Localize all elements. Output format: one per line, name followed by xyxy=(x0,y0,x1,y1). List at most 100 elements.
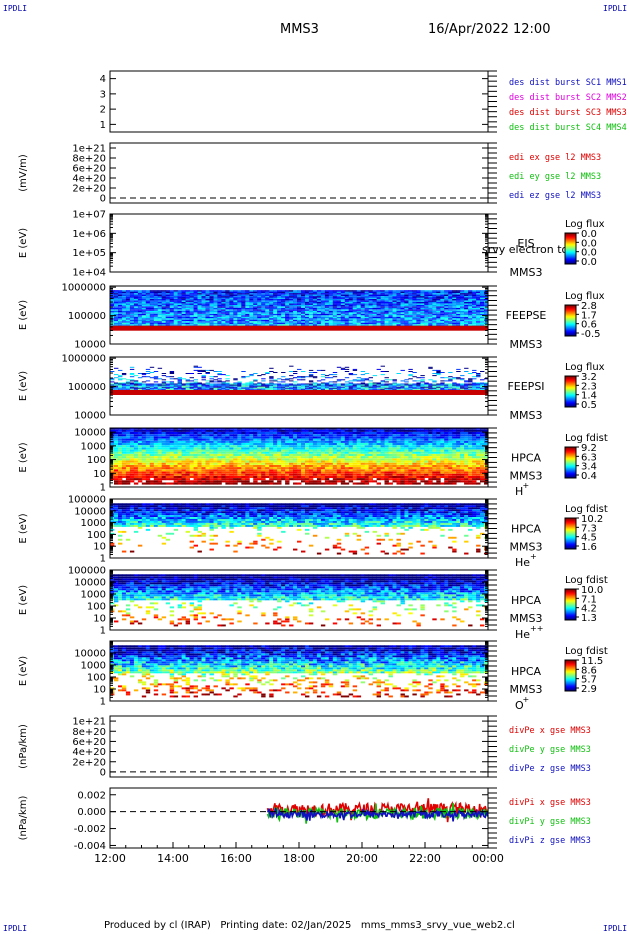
heatmap-cell xyxy=(281,291,286,293)
heatmap-cell xyxy=(149,372,155,373)
heatmap-cell xyxy=(193,291,198,293)
heatmap-cell xyxy=(221,291,226,293)
heatmap-cell xyxy=(468,316,473,319)
heatmap-cell xyxy=(245,296,250,298)
heatmap-cell xyxy=(233,302,238,304)
heatmap-cell xyxy=(460,383,465,385)
heatmap-cell xyxy=(416,302,421,304)
heatmap-cell xyxy=(114,453,119,456)
heatmap-cell xyxy=(217,383,222,385)
heatmap-cell xyxy=(157,321,163,323)
heatmap-cell xyxy=(412,312,417,314)
heatmap-cell xyxy=(324,384,330,386)
heatmap-cell xyxy=(145,478,151,481)
heatmap-cell xyxy=(308,375,314,377)
heatmap-cell xyxy=(137,322,143,325)
heatmap-cell xyxy=(209,296,214,298)
heatmap-cell xyxy=(233,427,238,430)
heatmap-cell xyxy=(428,294,433,296)
heatmap-cell xyxy=(173,449,179,452)
heatmap-cell xyxy=(332,387,338,389)
heatmap-cell xyxy=(173,440,179,443)
heatmap-cell xyxy=(169,322,175,325)
heatmap-cell xyxy=(440,372,445,373)
heatmap-cell xyxy=(348,319,354,322)
heatmap-cell xyxy=(237,475,242,478)
heatmap-cell xyxy=(177,306,182,308)
heatmap-cell xyxy=(277,383,282,385)
heatmap-cell xyxy=(217,469,222,472)
heatmap-cell xyxy=(245,318,250,320)
heatmap-cell xyxy=(133,293,139,295)
heatmap-cell xyxy=(110,427,115,430)
heatmap-cell xyxy=(348,304,354,307)
heatmap-cell xyxy=(472,294,477,296)
heatmap-cell xyxy=(185,310,190,313)
heatmap-cell xyxy=(484,316,489,319)
heatmap-cell xyxy=(277,306,282,308)
heatmap-cell xyxy=(197,438,202,441)
heatmap-cell xyxy=(229,453,234,456)
heatmap-cell xyxy=(408,318,413,320)
heatmap-cell xyxy=(285,297,290,299)
heatmap-cell xyxy=(237,480,242,483)
heatmap-cell xyxy=(352,312,358,314)
heatmap-cell xyxy=(241,312,246,314)
heatmap-cell xyxy=(205,447,210,450)
overlay-label: srvy electron to xyxy=(482,243,569,256)
heatmap-cell xyxy=(480,294,485,296)
heatmap-cell xyxy=(125,436,131,439)
heatmap-cell xyxy=(420,315,425,317)
heatmap-cell xyxy=(165,302,171,304)
heatmap-cell xyxy=(173,462,179,465)
heatmap-cell xyxy=(237,316,242,319)
heatmap-cell xyxy=(137,464,143,467)
heatmap-cell xyxy=(114,462,119,465)
heatmap-cell xyxy=(340,368,346,370)
heatmap-cell xyxy=(181,440,186,443)
heatmap-cell xyxy=(185,380,190,382)
heatmap-cell xyxy=(205,296,210,298)
heatmap-cell xyxy=(145,480,151,483)
heatmap-cell xyxy=(328,321,334,323)
heatmap-cell xyxy=(145,447,151,450)
heatmap-cell xyxy=(297,315,302,317)
heatmap-cell xyxy=(197,313,202,316)
heatmap-cell xyxy=(233,458,238,461)
heatmap-cell xyxy=(281,310,286,313)
heatmap-cell xyxy=(308,307,314,310)
heatmap-cell xyxy=(129,306,135,308)
heatmap-cell xyxy=(209,318,214,320)
heatmap-cell xyxy=(233,467,238,470)
heatmap-cell xyxy=(476,313,481,316)
heatmap-cell xyxy=(157,471,163,474)
heatmap-cell xyxy=(253,480,258,483)
heatmap-cell xyxy=(169,469,175,472)
heatmap-cell xyxy=(324,293,330,295)
heatmap-cell xyxy=(129,322,135,325)
heatmap-cell xyxy=(269,309,274,311)
heatmap-cell xyxy=(273,379,278,381)
heatmap-cell xyxy=(408,322,413,325)
heatmap-cell xyxy=(177,319,182,322)
heatmap-cell xyxy=(209,381,214,383)
heatmap-cell xyxy=(392,321,397,323)
heatmap-cell xyxy=(141,384,147,386)
heatmap-cell xyxy=(114,299,119,301)
heatmap-cell xyxy=(273,302,278,304)
heatmap-cell xyxy=(257,321,262,323)
heatmap-cell xyxy=(436,373,441,374)
heatmap-cell xyxy=(189,475,194,478)
heatmap-cell xyxy=(225,471,230,474)
heatmap-cell xyxy=(125,293,131,295)
heatmap-cell xyxy=(165,432,171,435)
heatmap-cell xyxy=(476,294,481,296)
heatmap-cell xyxy=(440,307,445,310)
heatmap-cell xyxy=(185,299,190,301)
heatmap-cell xyxy=(416,307,421,310)
heatmap-cell xyxy=(253,294,258,296)
heatmap-cell xyxy=(225,443,230,446)
heatmap-cell xyxy=(308,386,314,388)
heatmap-cell xyxy=(169,309,175,311)
heatmap-cell xyxy=(189,385,194,387)
